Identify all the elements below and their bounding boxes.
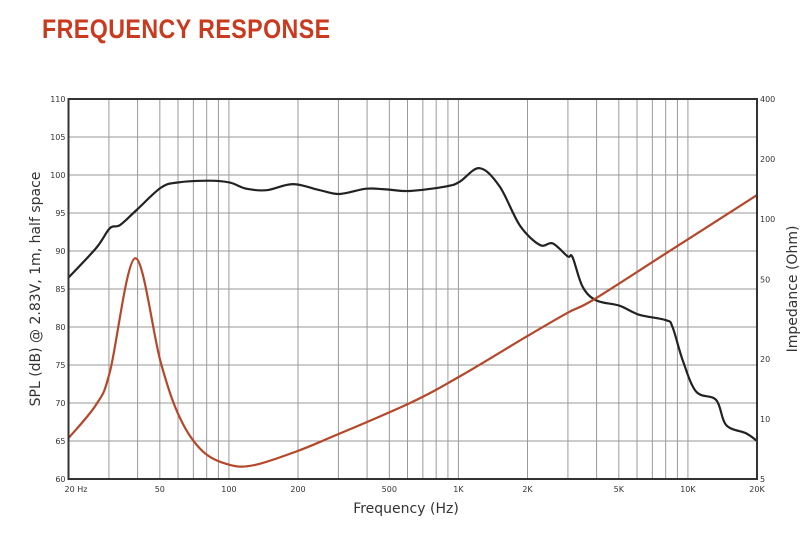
y-tick-label: 60 [55,475,65,484]
y-tick-label: 75 [55,361,65,370]
x-axis-label: Frequency (Hz) [353,501,459,517]
y-tick-label: 90 [55,247,65,256]
x-tick-label: 500 [382,485,397,494]
y2-tick-label: 20 [760,355,770,364]
y-axis-label: SPL (dB) @ 2.83V, 1m, half space [28,172,44,407]
y2-tick-label: 100 [760,215,775,224]
y-tick-label: 95 [55,209,65,218]
y-tick-label: 70 [55,399,65,408]
x-tick-label: 20 Hz [65,485,88,494]
grid [68,99,757,479]
x-tick-label: 5K [614,485,625,494]
y-tick-label: 65 [55,437,65,446]
x-tick-label: 100 [221,485,236,494]
y2-tick-label: 200 [760,155,775,164]
x-tick-label: 200 [290,485,305,494]
x-tick-label: 1K [453,485,464,494]
y2-axis-label: Impedance (Ohm) [785,226,801,353]
tick-labels: 60 65 70 75 80 85 90 95 100 105 110 5 10 20 50 100 200 40… [50,95,775,494]
x-tick-label: 20K [749,485,765,494]
y-tick-label: 85 [55,285,65,294]
y-tick-label: 80 [55,323,65,332]
x-tick-label: 2K [522,485,533,494]
y2-tick-label: 50 [760,275,770,284]
impedance-curve [67,194,758,468]
y2-tick-label: 400 [760,95,775,104]
curves [67,167,758,468]
x-tick-label: 50 [155,485,165,494]
y2-tick-label: 10 [760,415,770,424]
y2-tick-label: 5 [760,475,765,484]
y-tick-label: 110 [50,95,65,104]
plot-frame [67,98,758,480]
y-tick-label: 100 [50,171,65,180]
chart-title: FREQUENCY RESPONSE [42,14,331,44]
x-tick-label: 10K [680,485,696,494]
y-tick-label: 105 [50,133,65,142]
spl-curve [67,167,758,442]
